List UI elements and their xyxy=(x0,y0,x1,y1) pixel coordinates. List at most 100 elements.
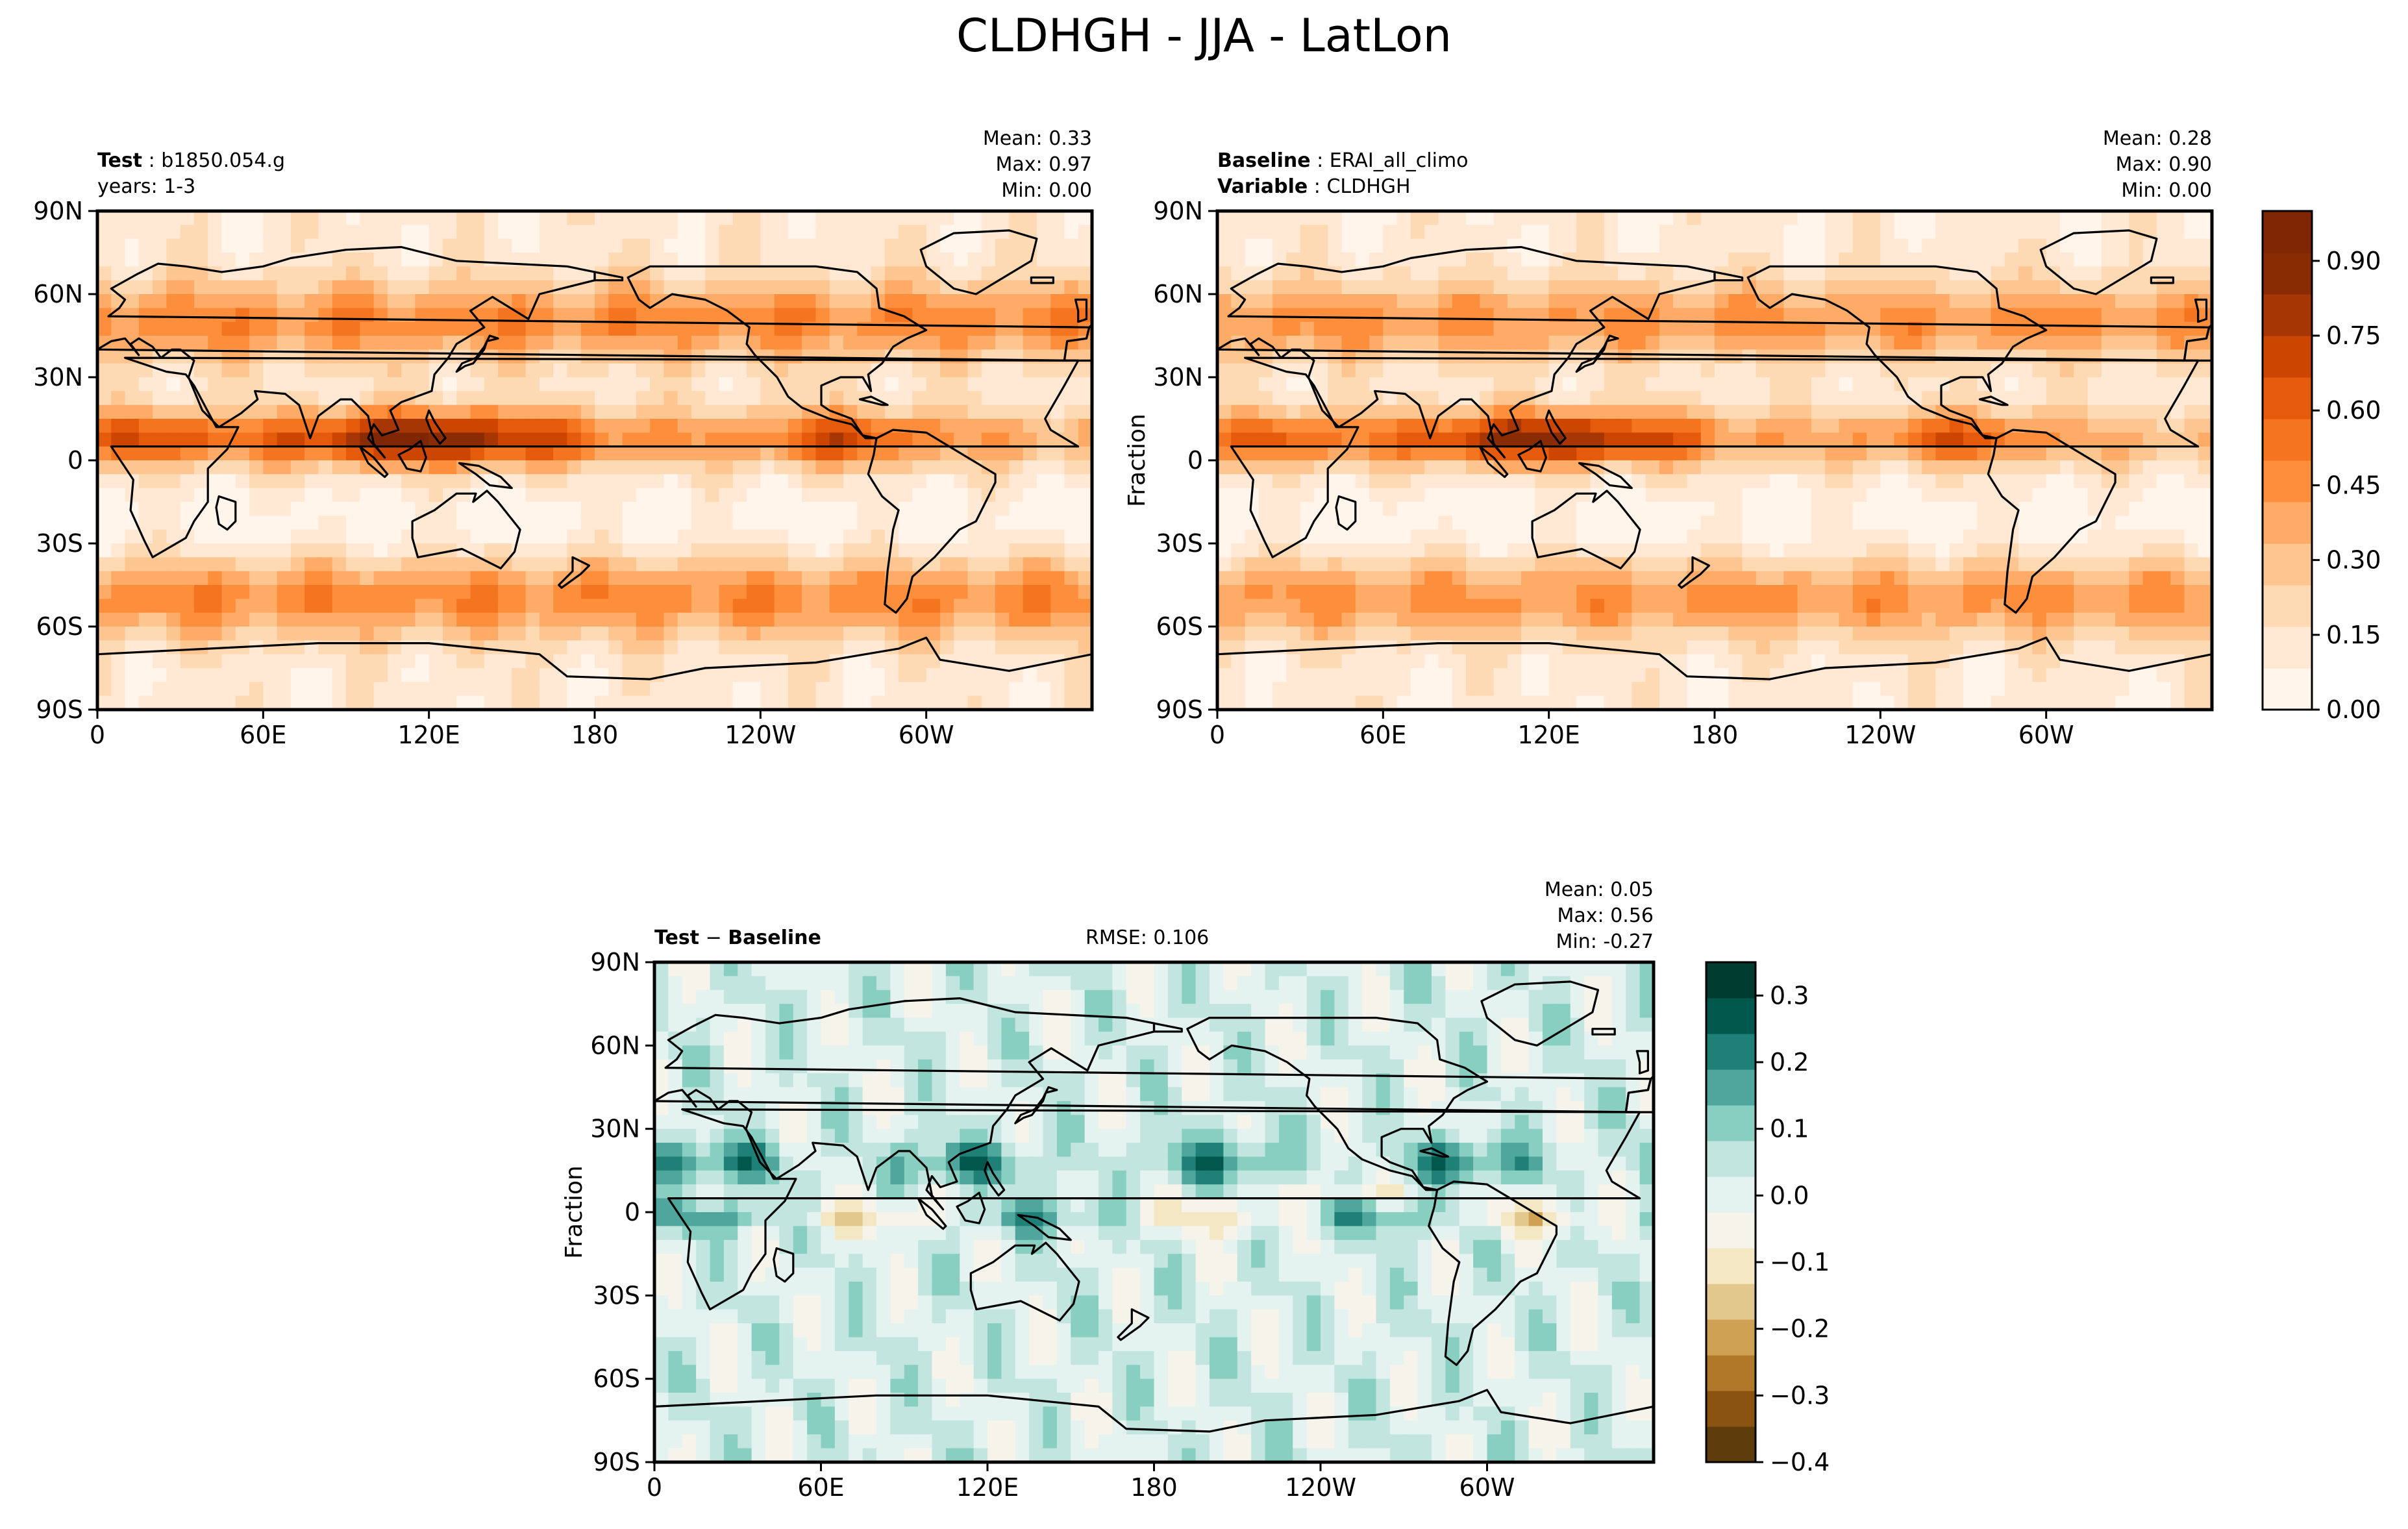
baseline-cell xyxy=(1300,640,1315,655)
baseline-cell xyxy=(1258,280,1273,295)
test-cell xyxy=(290,238,305,253)
baseline-cell xyxy=(2184,225,2199,240)
baseline-cell xyxy=(2170,363,2185,378)
test-cell xyxy=(954,377,969,392)
test-cell xyxy=(221,474,236,489)
test-cell xyxy=(650,460,665,475)
baseline-cell xyxy=(2142,488,2157,503)
baseline-cell xyxy=(2032,474,2047,489)
baseline-cell xyxy=(2087,612,2102,627)
baseline-cell xyxy=(2115,308,2130,323)
baseline-cell xyxy=(1272,529,1287,544)
test-cell xyxy=(484,668,499,683)
test-cell xyxy=(664,557,678,572)
test-cell xyxy=(954,253,969,267)
test-cell xyxy=(290,280,305,295)
baseline-cell xyxy=(1548,460,1563,475)
test-cell xyxy=(843,253,858,267)
test-cell xyxy=(208,349,223,364)
baseline-cell xyxy=(1797,419,1812,434)
test-cell xyxy=(995,321,1010,336)
baseline-cell xyxy=(1715,349,1730,364)
baseline-cell xyxy=(1535,571,1550,586)
test-cell xyxy=(719,363,734,378)
test-cell xyxy=(636,308,651,323)
baseline-cell xyxy=(1715,599,1730,614)
baseline-cell xyxy=(2129,266,2144,281)
test-cell xyxy=(153,280,168,295)
test-cell xyxy=(263,404,278,419)
test-cell xyxy=(553,419,568,434)
baseline-cell xyxy=(2004,253,2019,267)
baseline-cell xyxy=(1659,419,1674,434)
baseline-cell xyxy=(1217,363,1232,378)
test-cell xyxy=(166,599,181,614)
test-cell xyxy=(815,612,830,627)
test-cell xyxy=(747,391,762,406)
baseline-cell xyxy=(1963,432,1978,447)
test-cell xyxy=(456,668,471,683)
baseline-cell xyxy=(1286,571,1301,586)
test-cell xyxy=(802,253,817,267)
test-cell xyxy=(525,238,540,253)
baseline-cell xyxy=(2156,336,2171,351)
test-cell xyxy=(829,668,844,683)
test-cell xyxy=(1036,585,1051,600)
baseline-cell xyxy=(1991,599,2005,614)
test-cell xyxy=(263,502,278,517)
test-cell xyxy=(1009,474,1024,489)
baseline-cell xyxy=(1328,280,1343,295)
test-cell xyxy=(153,612,168,627)
baseline-cell xyxy=(2101,238,2116,253)
baseline-cell xyxy=(1673,516,1688,530)
baseline-cell xyxy=(1880,266,1895,281)
test-cell xyxy=(97,599,112,614)
test-cell xyxy=(691,404,706,419)
test-cell xyxy=(608,682,623,697)
test-cell xyxy=(677,640,692,655)
baseline-cell xyxy=(1466,502,1481,517)
test-cell xyxy=(802,363,817,378)
test-cell xyxy=(512,391,527,406)
test-cell xyxy=(387,349,402,364)
test-cell xyxy=(442,294,458,309)
test-cell xyxy=(705,404,720,419)
test-cell xyxy=(995,585,1010,600)
test-cell xyxy=(1036,695,1051,710)
test-cell xyxy=(539,336,554,351)
baseline-cell xyxy=(1313,627,1329,641)
baseline-cell xyxy=(1383,432,1398,447)
test-cell xyxy=(263,599,278,614)
baseline-cell xyxy=(1742,557,1757,572)
test-cell xyxy=(981,557,996,572)
baseline-cell xyxy=(1839,488,1854,503)
test-cell xyxy=(97,238,112,253)
baseline-cell xyxy=(1715,391,1730,406)
test-cell xyxy=(1078,474,1092,489)
baseline-cell xyxy=(1963,543,1978,558)
baseline-cell xyxy=(2156,557,2171,572)
test-cell xyxy=(926,627,941,641)
test-cell xyxy=(939,599,955,614)
baseline-name: ERAI_all_climo xyxy=(1329,149,1469,172)
baseline-cell xyxy=(1673,349,1688,364)
baseline-cell xyxy=(1811,585,1826,600)
baseline-cell xyxy=(1949,336,1964,351)
baseline-cell xyxy=(1369,404,1384,419)
test-cell xyxy=(954,543,969,558)
baseline-cell xyxy=(1715,404,1730,419)
baseline-cell xyxy=(2018,529,2033,544)
baseline-cell xyxy=(2018,419,2033,434)
test-cell xyxy=(1078,432,1092,447)
test-cell xyxy=(346,266,361,281)
baseline-cell xyxy=(1272,225,1287,240)
test-cell xyxy=(428,460,443,475)
baseline-cell xyxy=(1907,321,1922,336)
test-cell xyxy=(719,280,734,295)
test-cell xyxy=(111,460,126,475)
baseline-cell xyxy=(1245,363,1260,378)
test-cell xyxy=(967,363,982,378)
baseline-cell xyxy=(2198,321,2212,336)
baseline-cell xyxy=(1231,557,1246,572)
test-cell xyxy=(415,321,430,336)
